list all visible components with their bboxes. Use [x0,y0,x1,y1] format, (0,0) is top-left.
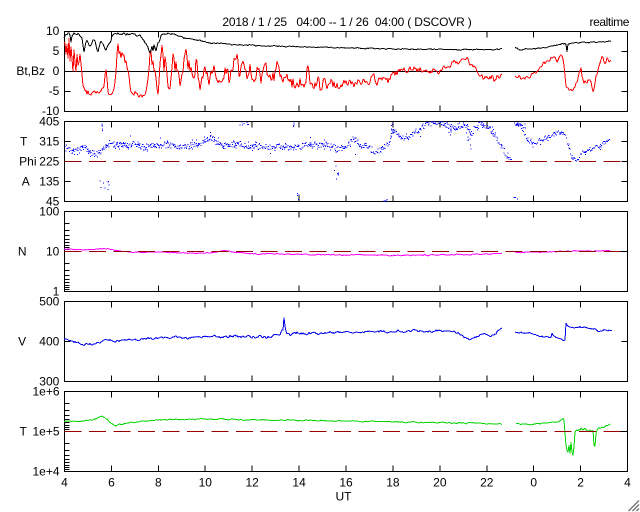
svg-text:45: 45 [46,195,60,209]
svg-text:V: V [18,335,26,349]
svg-text:realtime: realtime [590,15,630,29]
svg-text:225: 225 [39,155,59,169]
svg-text:300: 300 [39,375,59,389]
svg-text:1e+4: 1e+4 [32,465,59,479]
svg-text:2018 / 1 / 25 04:00 -- 1 / 2: 2018 / 1 / 25 04:00 -- 1 / 26 04:00 ( DS… [222,15,471,29]
svg-text:10: 10 [46,245,60,259]
svg-text:Bt,Bz: Bt,Bz [16,64,45,78]
svg-text:22: 22 [480,476,494,490]
svg-text:N: N [18,245,27,259]
svg-text:10: 10 [46,24,60,38]
svg-text:500: 500 [39,295,59,309]
svg-text:1e+6: 1e+6 [32,385,59,399]
svg-text:14: 14 [292,476,306,490]
svg-text:135: 135 [39,175,59,189]
svg-text:8: 8 [155,476,162,490]
svg-text:1e+5: 1e+5 [32,425,59,439]
svg-text:A: A [22,175,30,189]
svg-text:1: 1 [53,285,60,299]
svg-text:16: 16 [339,476,353,490]
svg-text:6: 6 [108,476,115,490]
svg-text:-5: -5 [49,84,60,98]
svg-text:0: 0 [530,476,537,490]
svg-text:4: 4 [61,476,68,490]
svg-text:Phi: Phi [19,155,36,169]
svg-text:0: 0 [53,64,60,78]
svg-text:400: 400 [39,335,59,349]
svg-text:100: 100 [39,205,59,219]
svg-text:2: 2 [577,476,584,490]
svg-text:12: 12 [245,476,259,490]
svg-text:18: 18 [386,476,400,490]
svg-text:5: 5 [53,44,60,58]
svg-text:UT: UT [336,490,353,504]
svg-text:T: T [20,135,28,149]
svg-text:10: 10 [199,476,213,490]
svg-text:4: 4 [624,476,631,490]
svg-text:20: 20 [433,476,447,490]
svg-text:315: 315 [39,135,59,149]
svg-text:T: T [19,425,27,439]
svg-text:405: 405 [39,115,59,129]
svg-text:-10: -10 [42,104,60,118]
